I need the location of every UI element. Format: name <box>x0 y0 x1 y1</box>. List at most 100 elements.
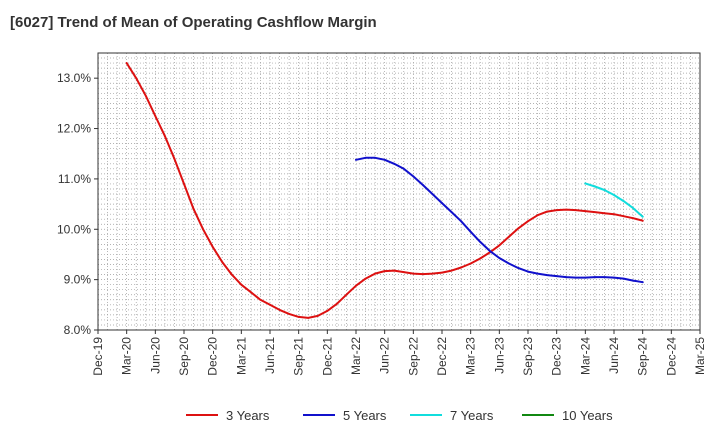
data-point <box>498 244 501 247</box>
data-point <box>622 215 625 218</box>
x-tick-label: Jun-23 <box>492 337 506 374</box>
x-tick-label: Mar-24 <box>578 337 592 375</box>
data-point <box>173 157 176 160</box>
data-point <box>565 276 568 279</box>
data-point <box>450 211 453 214</box>
data-point <box>613 276 615 279</box>
data-point <box>632 217 635 220</box>
data-point <box>421 273 424 275</box>
x-tick-label: Mar-23 <box>464 337 478 375</box>
data-point <box>574 276 577 279</box>
data-point <box>374 156 377 159</box>
data-point <box>469 230 472 233</box>
data-point <box>412 175 415 178</box>
x-tick-label: Sep-21 <box>292 337 306 376</box>
data-point <box>584 182 587 185</box>
data-point <box>249 291 252 294</box>
y-tick-label: 8.0% <box>64 323 92 337</box>
data-point <box>593 185 596 188</box>
data-point <box>125 62 128 64</box>
plot-area <box>98 53 700 330</box>
data-point <box>450 269 453 272</box>
data-point <box>593 211 596 214</box>
data-point <box>316 314 319 317</box>
data-point <box>345 293 348 296</box>
data-point <box>192 208 195 211</box>
legend-label: 3 Years <box>226 408 270 423</box>
data-point <box>393 269 396 272</box>
data-point <box>259 298 262 301</box>
data-point <box>335 302 338 305</box>
data-point <box>622 277 625 280</box>
data-point <box>355 158 357 161</box>
legend-label: 5 Years <box>343 408 387 423</box>
data-point <box>565 208 568 211</box>
data-point <box>278 308 281 311</box>
data-point <box>593 276 596 279</box>
data-point <box>135 77 138 80</box>
data-point <box>441 202 443 204</box>
data-point <box>584 210 587 213</box>
x-tick-label: Jun-21 <box>263 337 277 374</box>
x-tick-label: Dec-24 <box>664 337 678 376</box>
data-point <box>460 220 463 223</box>
data-point <box>469 262 472 265</box>
data-point <box>555 275 558 278</box>
data-point <box>230 273 233 276</box>
data-point <box>307 317 310 319</box>
data-point <box>632 279 635 282</box>
data-point <box>183 183 185 185</box>
data-point <box>364 156 367 159</box>
data-point <box>613 194 615 196</box>
data-point <box>507 235 510 238</box>
x-tick-label: Mar-21 <box>234 337 248 375</box>
x-tick-label: Dec-19 <box>91 337 105 376</box>
plot-frame <box>97 52 701 331</box>
x-tick-label: Sep-24 <box>636 337 650 376</box>
data-point <box>536 214 539 217</box>
data-point <box>269 303 271 306</box>
data-point <box>412 272 415 275</box>
x-tick-label: Sep-22 <box>406 337 420 376</box>
data-point <box>622 200 625 202</box>
data-point <box>364 277 367 280</box>
data-point <box>421 184 424 186</box>
data-point <box>517 267 520 269</box>
data-point <box>632 207 635 210</box>
data-point <box>584 276 587 279</box>
data-point <box>574 209 577 212</box>
x-tick-label: Mar-20 <box>120 337 134 375</box>
data-point <box>393 162 396 165</box>
data-point <box>641 281 644 284</box>
data-point <box>211 246 214 248</box>
y-tick-label: 11.0% <box>58 172 91 186</box>
data-point <box>326 309 329 312</box>
data-point <box>460 266 463 269</box>
data-point <box>431 272 434 275</box>
data-point <box>527 220 529 223</box>
y-tick-label: 13.0% <box>57 71 91 85</box>
x-tick-label: Mar-22 <box>349 337 363 375</box>
data-point <box>288 312 291 315</box>
data-point <box>517 227 520 230</box>
x-tick-label: Dec-23 <box>550 337 564 376</box>
data-point <box>546 274 549 277</box>
data-point <box>402 167 405 170</box>
data-point <box>402 271 405 273</box>
y-tick-label: 9.0% <box>64 273 92 287</box>
x-tick-label: Jun-20 <box>148 337 162 374</box>
data-point <box>527 270 529 273</box>
y-tick-label: 10.0% <box>57 222 91 236</box>
legend-label: 10 Years <box>562 408 613 423</box>
data-point <box>374 272 377 275</box>
data-point <box>202 228 205 231</box>
data-point <box>154 115 157 117</box>
data-point <box>441 271 443 274</box>
data-point <box>163 135 166 138</box>
x-tick-label: Mar-25 <box>693 337 707 375</box>
data-point <box>431 193 434 195</box>
data-point <box>355 284 357 287</box>
data-point <box>603 189 606 191</box>
data-point <box>479 257 482 260</box>
